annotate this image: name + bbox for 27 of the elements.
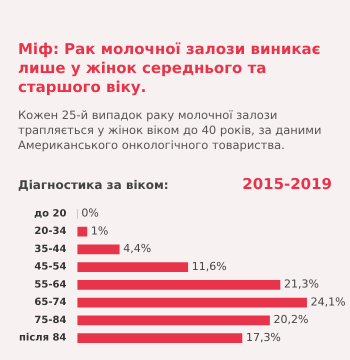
y-tick-label: 45-54 — [34, 262, 66, 273]
bar — [77, 316, 270, 326]
data-label: 1% — [90, 224, 108, 238]
chart-title: Міф: Рак молочної залози виникає лише у жінок середнього та старшого віку. — [18, 40, 322, 97]
data-label: 24,1% — [310, 295, 346, 308]
bar — [77, 262, 188, 272]
y-tick-label: після 84 — [18, 332, 66, 344]
y-tick-label: 35-44 — [34, 244, 66, 255]
data-label: 4,4% — [123, 242, 152, 256]
y-tick-label: 65-74 — [34, 297, 66, 308]
bar — [77, 280, 280, 290]
bar — [77, 298, 307, 308]
y-tick-label: 75-84 — [34, 314, 66, 326]
chart-subtitle: Кожен 25-й випадок раку молочної залози трапляється у жінок віком до 40 років, за даними Американського онкологічного товариства. — [18, 108, 322, 153]
data-label: 17,3% — [246, 330, 281, 344]
data-label: 11,6% — [192, 260, 227, 273]
data-label: 21,3% — [284, 278, 319, 291]
bar — [77, 333, 242, 343]
bar — [77, 244, 120, 254]
data-label: 20,2% — [274, 313, 308, 326]
y-tick-label: 20-34 — [34, 226, 66, 238]
y-tick-label: до 20 — [34, 208, 66, 220]
bar — [77, 226, 88, 236]
y-tick-label: 55-64 — [34, 279, 66, 290]
text: 2015-2019 — [242, 175, 332, 193]
data-label: 0% — [81, 206, 99, 220]
text: Діагностика за віком: — [18, 178, 169, 192]
